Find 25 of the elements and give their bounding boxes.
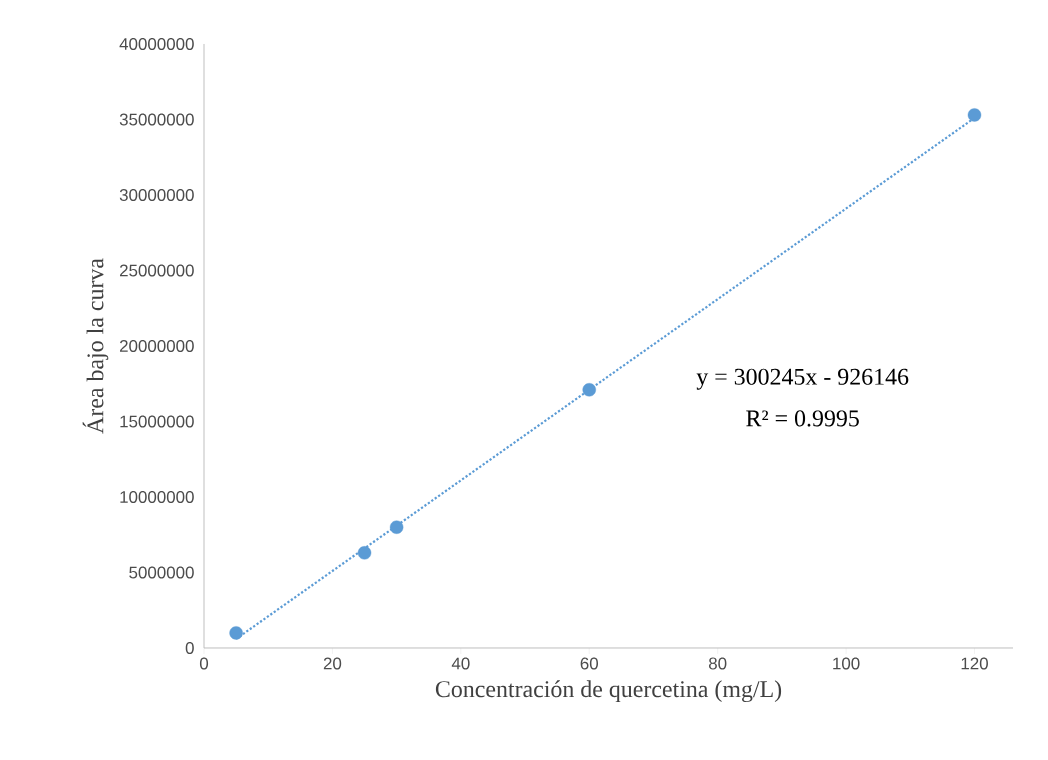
point [582, 383, 596, 397]
annotation: y = 300245x - 926146 [696, 368, 909, 390]
point [967, 108, 982, 122]
x-tick-label: 100 [833, 657, 860, 670]
y-axis-title: Área bajo la curva [82, 258, 109, 434]
point [229, 626, 243, 640]
x-tick-label: 20 [323, 657, 342, 670]
y-tick-label: 40000000 [119, 37, 194, 50]
x-tick-label: 0 [199, 657, 209, 670]
x-tick-label: 60 [580, 657, 599, 670]
x-tick-label: 40 [451, 657, 470, 670]
y-tick-label: 20000000 [119, 339, 194, 352]
point [389, 520, 404, 534]
point [357, 546, 372, 560]
x-tick-label: 120 [961, 657, 988, 670]
y-tick-label: 35000000 [119, 113, 194, 126]
y-tick-label: 25000000 [119, 264, 194, 277]
y-tick-label: 30000000 [119, 188, 194, 201]
y-tick-label: 5000000 [129, 566, 194, 579]
y-tick-label: 15000000 [120, 415, 194, 428]
y-tick-label: 10000000 [120, 490, 194, 503]
x-axis-title: Concentración de quercetina (mg/L) [435, 680, 782, 703]
y-tick-label: 0 [185, 641, 194, 654]
x-tick-label: 80 [708, 657, 727, 670]
annotation: R² = 0.9995 [746, 410, 859, 427]
